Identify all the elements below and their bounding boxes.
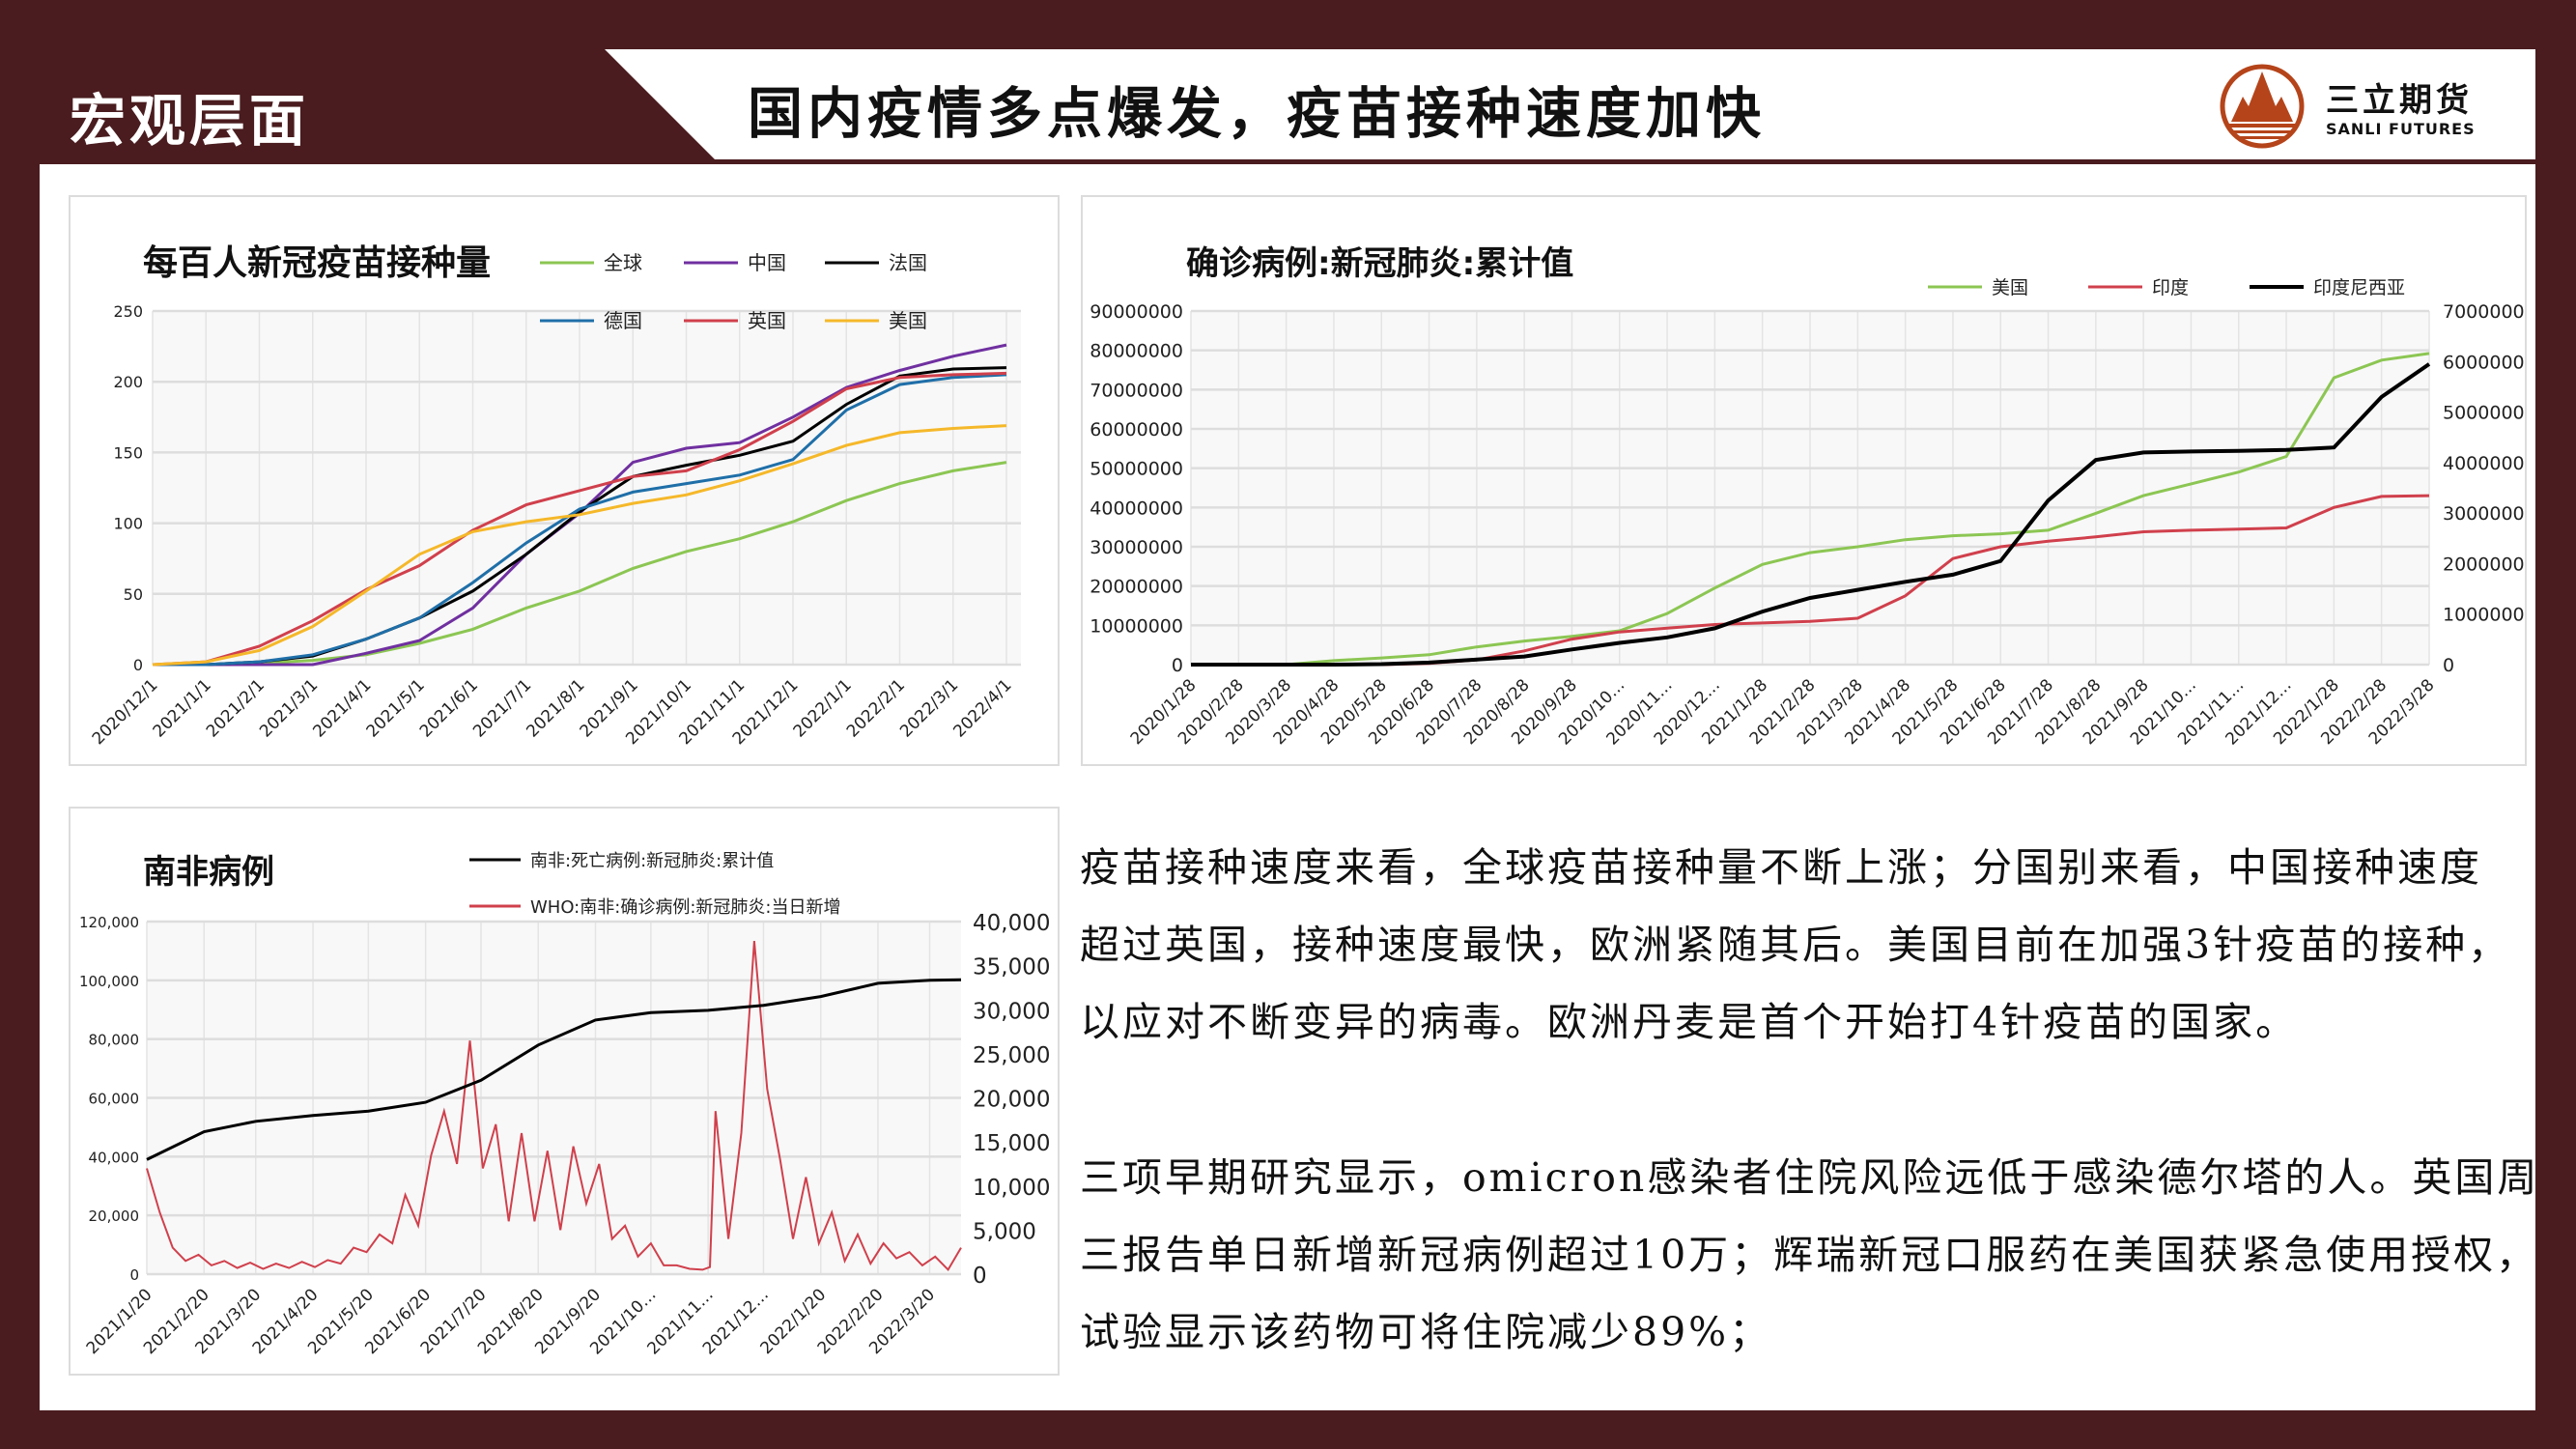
y-left-tick-label: 120,000: [79, 914, 139, 931]
y-right-tick-label: 3000000: [2443, 503, 2525, 525]
y-left-tick-label: 0: [1172, 655, 1183, 676]
x-tick-label: 2020/12/1: [89, 675, 162, 749]
header-banner: [605, 49, 2535, 159]
y-left-tick-label: 50000000: [1090, 459, 1183, 480]
legend-label: 南非:死亡病例:新冠肺炎:累计值: [530, 851, 774, 871]
legend-label: 印度尼西亚: [2313, 277, 2405, 298]
legend-label: 美国: [889, 309, 927, 332]
x-tick-label: 2022/4/1: [949, 675, 1015, 741]
y-tick-label: 150: [113, 443, 143, 462]
y-left-tick-label: 60,000: [89, 1091, 140, 1108]
y-left-tick-label: 80,000: [89, 1032, 140, 1049]
y-right-tick-label: 0: [973, 1264, 987, 1289]
y-left-tick-label: 0: [129, 1266, 139, 1284]
y-right-tick-label: 30,000: [973, 999, 1050, 1024]
y-left-tick-label: 70000000: [1090, 380, 1183, 401]
commentary-line: 超过英国，接种速度最快，欧洲紧随其后。美国目前在加强3针疫苗的接种，: [1080, 922, 2511, 968]
y-right-tick-label: 2000000: [2443, 554, 2525, 575]
y-right-tick-label: 0: [2443, 655, 2454, 676]
y-right-tick-label: 35,000: [973, 955, 1050, 980]
series-line-3: [153, 373, 1007, 667]
y-tick-label: 250: [113, 302, 143, 321]
legend-label: 印度: [2152, 277, 2189, 298]
y-right-tick-label: 25,000: [973, 1043, 1050, 1068]
commentary-line: 试验显示该药物可将住院减少89%；: [1080, 1309, 1772, 1355]
y-tick-label: 0: [133, 656, 143, 674]
y-tick-label: 100: [113, 515, 143, 533]
commentary: 疫苗接种速度来看，全球疫苗接种量不断上涨；分国别来看，中国接种速度 超过英国，接…: [1080, 829, 2540, 1371]
legend-label: WHO:南非:确诊病例:新冠肺炎:当日新增: [530, 897, 840, 918]
commentary-line: 三报告单日新增新冠病例超过10万；辉瑞新冠口服药在美国获紧急使用授权，: [1080, 1232, 2539, 1278]
y-right-tick-label: 15,000: [973, 1131, 1050, 1156]
south-africa-chart: 2021/1/20 2021/2/20 2021/3/20 2021/4/20 2021…: [69, 807, 1060, 1376]
chart-title: 每百人新冠疫苗接种量: [143, 243, 491, 283]
section-label: 宏观层面: [70, 88, 310, 154]
page-title: 国内疫情多点爆发，疫苗接种速度加快: [748, 81, 1766, 146]
confirmed-cases-chart: 2020/1/28 2020/2/28 2020/3/28 2020/4/28 2020…: [1081, 195, 2527, 766]
y-left-tick-label: 100,000: [79, 973, 139, 990]
series-line-1: [146, 941, 962, 1272]
vaccination-chart: 2020/12/1 2021/1/1 2021/2/1 2021/3/1 2021/4/…: [69, 195, 1060, 766]
y-right-tick-label: 6000000: [2443, 352, 2525, 373]
legend-label: 中国: [748, 251, 786, 274]
commentary-line: 疫苗接种速度来看，全球疫苗接种量不断上涨；分国别来看，中国接种速度: [1080, 844, 2482, 891]
series-line-0: [153, 461, 1007, 667]
series-line-5: [152, 424, 1007, 667]
y-tick-label: 50: [124, 585, 143, 604]
y-left-tick-label: 30000000: [1090, 537, 1183, 558]
chart-title: 确诊病例:新冠肺炎:累计值: [1186, 244, 1573, 283]
y-left-tick-label: 20000000: [1090, 577, 1183, 598]
sanli-logo-icon: [2220, 64, 2305, 149]
y-right-tick-label: 4000000: [2443, 453, 2525, 474]
y-right-tick-label: 5,000: [973, 1219, 1036, 1244]
y-right-tick-label: 7000000: [2443, 301, 2525, 323]
commentary-line: 三项早期研究显示，omicron感染者住院风险远低于感染德尔塔的人。英国周: [1080, 1154, 2540, 1201]
y-right-tick-label: 1000000: [2443, 605, 2525, 626]
y-left-tick-label: 10000000: [1090, 615, 1183, 637]
series-line-4: [152, 371, 1007, 667]
y-tick-label: 200: [113, 373, 143, 391]
legend-label: 英国: [748, 309, 786, 332]
y-right-tick-label: 40,000: [973, 911, 1050, 936]
y-left-tick-label: 80000000: [1090, 341, 1183, 362]
series-line-0: [146, 978, 962, 1161]
series-line-2: [1191, 362, 2431, 667]
legend-label: 德国: [604, 309, 642, 332]
y-right-tick-label: 5000000: [2443, 403, 2525, 424]
y-left-tick-label: 60000000: [1090, 419, 1183, 440]
y-left-tick-label: 90000000: [1090, 301, 1183, 323]
y-left-tick-label: 40000000: [1090, 497, 1183, 519]
legend-label: 全球: [604, 251, 642, 274]
logo-text-cn: 三立期货: [2326, 81, 2473, 120]
y-left-tick-label: 40,000: [89, 1149, 140, 1166]
logo-text-en: SANLI FUTURES: [2326, 120, 2476, 138]
y-right-tick-label: 10,000: [973, 1176, 1050, 1201]
commentary-line: 以应对不断变异的病毒。欧洲丹麦是首个开始打4针疫苗的国家。: [1080, 999, 2299, 1045]
legend-label: 美国: [1992, 277, 2028, 298]
series-line-0: [1191, 352, 2430, 667]
chart-title: 南非病例: [143, 853, 274, 892]
y-left-tick-label: 20,000: [89, 1208, 140, 1225]
y-right-tick-label: 20,000: [973, 1088, 1050, 1113]
legend-label: 法国: [889, 251, 927, 274]
